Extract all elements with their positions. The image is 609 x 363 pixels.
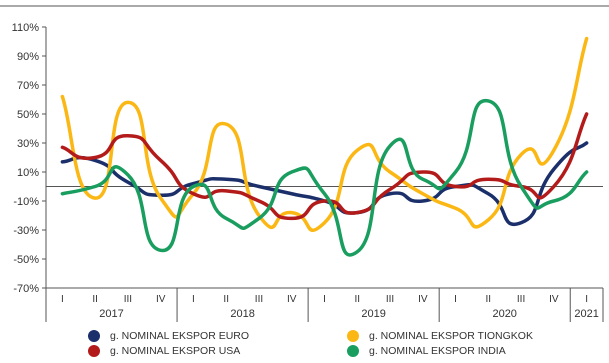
x-tick-label: I [585, 294, 588, 305]
x-tick-label: III [517, 294, 525, 305]
y-tick-label: 90% [17, 51, 39, 63]
x-tick-label: II [354, 294, 360, 305]
x-tick-label: I [192, 294, 195, 305]
x-tick-label: III [124, 294, 132, 305]
x-tick-label: IV [549, 294, 559, 305]
series-line-g-nominal-ekspor-india [60, 99, 589, 257]
year-label: 2017 [99, 308, 123, 320]
year-label: 2019 [361, 308, 385, 320]
y-tick-label: 110% [12, 22, 40, 34]
series-line-g-nominal-ekspor-usa [60, 112, 589, 221]
x-tick-label: I [323, 294, 326, 305]
x-tick-label: I [454, 294, 457, 305]
x-tick-label: II [223, 294, 229, 305]
y-tick-label: -30% [13, 225, 39, 237]
y-tick-label: 30% [17, 138, 39, 150]
x-tick-label: I [61, 294, 64, 305]
x-tick-label: III [255, 294, 263, 305]
y-tick-label: -50% [13, 254, 39, 266]
x-tick-label: III [386, 294, 394, 305]
x-tick-label: IV [287, 294, 297, 305]
x-tick-label: II [486, 294, 492, 305]
x-tick-label: IV [156, 294, 166, 305]
year-label: 2018 [230, 308, 254, 320]
y-tick-label: 10% [17, 167, 39, 179]
y-tick-label: -10% [13, 196, 39, 208]
series-line-g-nominal-ekspor-tiongkok [60, 36, 589, 232]
year-label: 2020 [492, 308, 516, 320]
x-tick-label: II [92, 294, 98, 305]
x-tick-label: IV [418, 294, 428, 305]
y-tick-label: 50% [17, 109, 39, 121]
y-tick-label: 70% [17, 80, 39, 92]
year-label: 2021 [574, 308, 598, 320]
y-tick-label: -70% [13, 283, 39, 295]
